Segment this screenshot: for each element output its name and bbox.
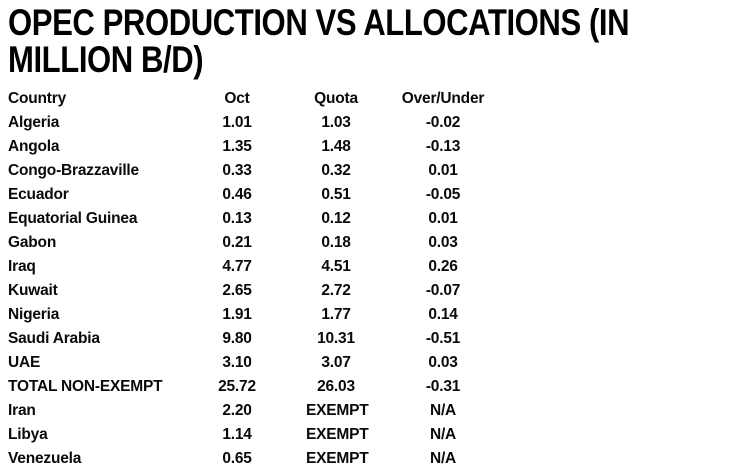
- country-cell: Libya: [8, 426, 48, 443]
- value-cell: -0.13: [425, 138, 461, 155]
- column-header-over-under: Over/Under: [401, 90, 485, 107]
- value-cell: 0.13: [222, 210, 252, 227]
- table-row: Venezuela 0.65 EXEMPT N/A: [8, 447, 528, 467]
- value-cell: 1.48: [321, 138, 351, 155]
- value-cell: 1.01: [222, 114, 252, 131]
- value-cell: 0.51: [321, 186, 351, 203]
- table-row: TOTAL NON-EXEMPT 25.72 26.03 -0.31: [8, 375, 528, 399]
- value-cell: 1.03: [321, 114, 351, 131]
- value-cell: -0.31: [425, 378, 461, 395]
- value-cell: -0.05: [425, 186, 461, 203]
- value-cell: 26.03: [317, 378, 355, 395]
- country-cell: Kuwait: [8, 282, 58, 299]
- country-cell: Angola: [8, 138, 60, 155]
- production-vs-allocations-table: Country Oct Quota Over/Under Algeria 1.01…: [8, 87, 528, 467]
- value-cell: EXEMPT: [306, 402, 369, 419]
- value-cell: EXEMPT: [306, 426, 369, 443]
- value-cell: 0.46: [222, 186, 252, 203]
- country-cell: Iran: [8, 402, 36, 419]
- value-cell: 2.20: [222, 402, 252, 419]
- column-header-quota: Quota: [314, 90, 358, 107]
- value-cell: 0.01: [428, 210, 458, 227]
- value-cell: -0.51: [425, 330, 461, 347]
- value-cell: 0.03: [428, 354, 458, 371]
- value-cell: 0.14: [428, 306, 458, 323]
- value-cell: 9.80: [222, 330, 252, 347]
- value-cell: 4.51: [321, 258, 351, 275]
- value-cell: 3.07: [321, 354, 351, 371]
- value-cell: 0.21: [222, 234, 252, 251]
- value-cell: 2.72: [321, 282, 351, 299]
- table-row: Nigeria 1.91 1.77 0.14: [8, 303, 528, 327]
- country-cell: Saudi Arabia: [8, 330, 100, 347]
- country-cell: Gabon: [8, 234, 57, 251]
- table-row: Algeria 1.01 1.03 -0.02: [8, 111, 528, 135]
- value-cell: N/A: [429, 450, 457, 467]
- table-body: Algeria 1.01 1.03 -0.02 Angola 1.35 1.48 -0.13 C…: [8, 111, 528, 467]
- table-row: Equatorial Guinea 0.13 0.12 0.01: [8, 207, 528, 231]
- page-title: OPEC PRODUCTION VS ALLOCATIONS (IN MILLI…: [8, 2, 630, 80]
- country-cell: Nigeria: [8, 306, 60, 323]
- table-header-row: Country Oct Quota Over/Under: [8, 87, 528, 111]
- value-cell: 1.77: [321, 306, 351, 323]
- column-header-oct: Oct: [224, 90, 250, 107]
- value-cell: 25.72: [218, 378, 256, 395]
- value-cell: 0.26: [428, 258, 458, 275]
- country-cell: TOTAL NON-EXEMPT: [8, 378, 163, 395]
- value-cell: 0.12: [321, 210, 351, 227]
- table-row: Kuwait 2.65 2.72 -0.07: [8, 279, 528, 303]
- column-header-country: Country: [8, 90, 67, 107]
- country-cell: Equatorial Guinea: [8, 210, 138, 227]
- country-cell: UAE: [8, 354, 41, 371]
- table-row: Saudi Arabia 9.80 10.31 -0.51: [8, 327, 528, 351]
- value-cell: 0.33: [222, 162, 252, 179]
- table-row: Ecuador 0.46 0.51 -0.05: [8, 183, 528, 207]
- country-cell: Iraq: [8, 258, 36, 275]
- value-cell: 0.32: [321, 162, 351, 179]
- table-row: Iran 2.20 EXEMPT N/A: [8, 399, 528, 423]
- value-cell: 1.35: [222, 138, 252, 155]
- value-cell: -0.02: [425, 114, 461, 131]
- table-row: Iraq 4.77 4.51 0.26: [8, 255, 528, 279]
- value-cell: 0.01: [428, 162, 458, 179]
- country-cell: Congo-Brazzaville: [8, 162, 139, 179]
- value-cell: 0.18: [321, 234, 351, 251]
- country-cell: Ecuador: [8, 186, 69, 203]
- table-row: Gabon 0.21 0.18 0.03: [8, 231, 528, 255]
- table-row: Congo-Brazzaville 0.33 0.32 0.01: [8, 159, 528, 183]
- value-cell: 0.03: [428, 234, 458, 251]
- country-cell: Venezuela: [8, 450, 82, 467]
- value-cell: 1.14: [222, 426, 252, 443]
- value-cell: 1.91: [222, 306, 252, 323]
- country-cell: Algeria: [8, 114, 60, 131]
- value-cell: 0.65: [222, 450, 252, 467]
- value-cell: N/A: [429, 426, 457, 443]
- value-cell: N/A: [429, 402, 457, 419]
- value-cell: 10.31: [317, 330, 355, 347]
- value-cell: 3.10: [222, 354, 252, 371]
- value-cell: EXEMPT: [306, 450, 369, 467]
- value-cell: 4.77: [222, 258, 252, 275]
- table-row: Libya 1.14 EXEMPT N/A: [8, 423, 528, 447]
- table-row: Angola 1.35 1.48 -0.13: [8, 135, 528, 159]
- value-cell: -0.07: [425, 282, 461, 299]
- value-cell: 2.65: [222, 282, 252, 299]
- table-row: UAE 3.10 3.07 0.03: [8, 351, 528, 375]
